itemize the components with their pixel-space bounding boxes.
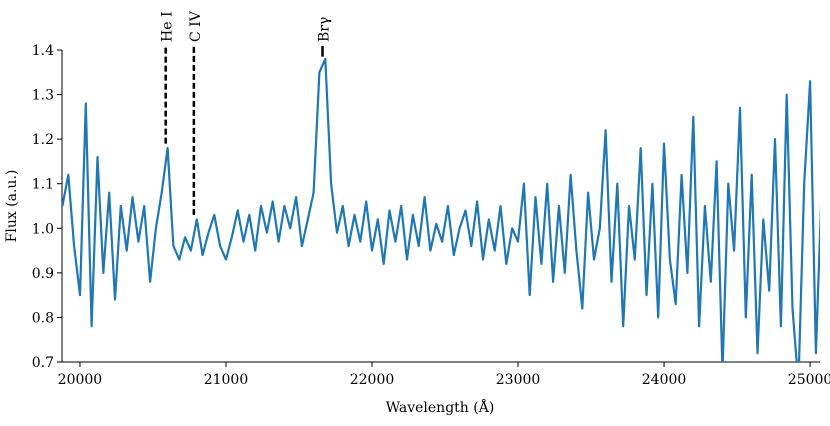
plot-area xyxy=(62,57,820,362)
x-axis-label: Wavelength (Å) xyxy=(386,398,495,416)
annotation-label: Brγ xyxy=(317,17,333,42)
y-tick-label: 1.1 xyxy=(32,177,54,193)
x-tick-label: 21000 xyxy=(204,372,249,388)
spectrum-line xyxy=(62,57,820,362)
y-axis-label: Flux (a.u.) xyxy=(4,170,20,243)
y-tick-label: 0.7 xyxy=(32,355,54,371)
y-tick-label: 0.8 xyxy=(32,310,54,326)
x-tick-label: 25000 xyxy=(788,372,830,388)
y-tick-label: 1.0 xyxy=(32,221,54,237)
x-tick-label: 24000 xyxy=(642,372,687,388)
x-tick-label: 20000 xyxy=(58,372,103,388)
y-tick-label: 1.2 xyxy=(32,132,54,148)
annotation-label: He I xyxy=(160,12,176,42)
x-tick-label: 23000 xyxy=(496,372,541,388)
y-tick-label: 1.4 xyxy=(32,43,54,59)
y-tick-label: 0.9 xyxy=(32,266,54,282)
x-tick-label: 22000 xyxy=(350,372,395,388)
annotation-label: C IV xyxy=(188,10,204,42)
y-tick-label: 1.3 xyxy=(32,88,54,104)
